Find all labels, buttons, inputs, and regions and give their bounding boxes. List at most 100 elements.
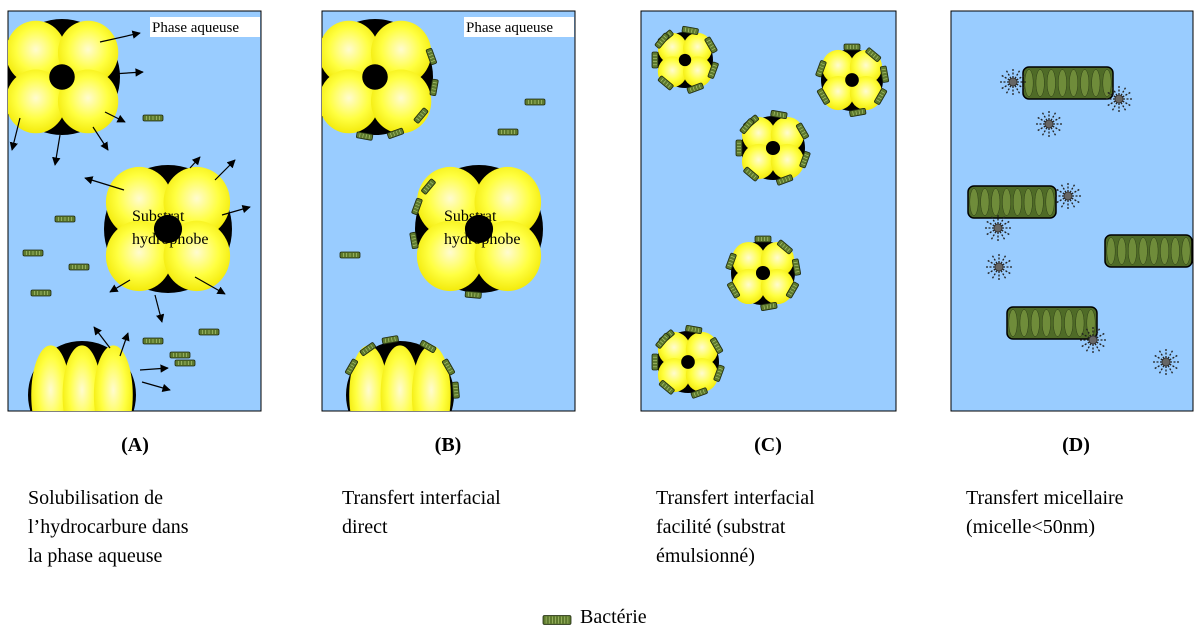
droplet-lobe: [685, 357, 719, 393]
bacterium: [651, 353, 659, 371]
droplet-core: [49, 64, 75, 90]
bacterium: [30, 289, 52, 297]
bacterium: [879, 65, 890, 83]
bacterium: [776, 174, 794, 186]
bacterium: [725, 252, 737, 270]
bacterium: [464, 290, 482, 299]
hydrocarbon-droplet: [346, 341, 454, 411]
bacterium: [359, 342, 376, 356]
bacterium: [497, 128, 519, 136]
caption-line: direct: [342, 516, 388, 538]
bacterium: [381, 335, 399, 345]
panel-a-substrate-label-2: hydrophobe: [132, 231, 208, 248]
panel-c-letter: (C): [754, 434, 782, 456]
droplet-lobe: [349, 345, 389, 411]
bacterium: [451, 381, 460, 399]
bacterium: [655, 332, 670, 349]
droplet-core: [153, 214, 183, 244]
bacterium: [657, 75, 674, 91]
diffusion-arrow: [214, 159, 236, 181]
droplet-lobe: [731, 241, 766, 278]
bacterium: [713, 364, 725, 382]
diffusion-arrow: [154, 294, 165, 323]
bacterium: [68, 263, 90, 271]
bacterium: [22, 249, 44, 257]
diffusion-arrow: [99, 30, 141, 43]
bacterium: [865, 47, 882, 62]
bacterium: [524, 98, 546, 106]
droplet-lobe: [683, 56, 713, 88]
micelle: [1036, 111, 1062, 137]
panel-a-substrate-label-1: Substrat: [132, 208, 185, 225]
droplet-core: [362, 64, 388, 90]
bacterium: [411, 197, 423, 215]
bacterium: [442, 358, 455, 376]
bacterium: [198, 328, 220, 336]
diffusion-arrow: [9, 117, 21, 151]
diffusion-arrow: [92, 126, 109, 151]
caption-line: l’hydrocarbure dans: [28, 516, 189, 538]
bacterium: [743, 166, 759, 182]
diffusion-arrow: [84, 176, 125, 191]
diffusion-arrow: [194, 276, 226, 295]
diffusion-arrow: [111, 68, 144, 77]
droplet-lobe: [380, 345, 420, 411]
caption-line: (micelle<50nm): [966, 516, 1096, 538]
bacterium: [419, 340, 437, 353]
droplet-core: [464, 214, 494, 244]
micelle: [1000, 69, 1026, 95]
bacterium: [770, 110, 788, 120]
bacterium: [54, 215, 76, 223]
bacterium: [651, 51, 659, 69]
bacterium: [739, 118, 755, 134]
bacterium: [690, 387, 708, 399]
panel-d-caption: Transfert micellaire (micelle<50nm): [966, 484, 1124, 542]
bacterium: [685, 324, 703, 335]
bacterium: [735, 139, 743, 157]
bacterium: [849, 107, 867, 118]
droplet-lobe: [770, 116, 805, 153]
panel-c-caption: Transfert interfacial facilité (substrat…: [656, 484, 815, 571]
bacterium: [686, 82, 704, 94]
droplet-lobe: [370, 20, 432, 85]
bacterium: [874, 88, 888, 105]
droplet-lobe: [474, 220, 542, 292]
panel-b-caption: Transfert interfacial direct: [342, 484, 501, 542]
bacterium: [174, 359, 196, 367]
bacterium-cell: [1022, 66, 1114, 100]
bacterium: [654, 32, 670, 49]
droplet-lobe: [416, 220, 484, 292]
bacterium-cell: [1104, 234, 1193, 268]
droplet-lobe: [760, 268, 795, 305]
diffusion-arrow: [109, 279, 131, 293]
droplet-lobe: [770, 143, 805, 180]
droplet-lobe: [685, 331, 719, 367]
droplet-lobe: [821, 49, 855, 85]
bacterium: [754, 235, 772, 243]
caption-line: Transfert interfacial: [342, 487, 501, 509]
caption-line: la phase aqueuse: [28, 545, 163, 567]
droplet-lobe: [411, 345, 451, 411]
micelle: [1153, 349, 1179, 375]
bacterium: [681, 25, 699, 35]
bacterium: [425, 47, 437, 65]
panel-b-substrate-label-1: Substrat: [444, 208, 497, 225]
micelle: [985, 215, 1011, 241]
bacterium: [815, 60, 827, 78]
hydrocarbon-droplet: [731, 241, 795, 305]
bacterium: [785, 281, 799, 299]
bacterium: [421, 178, 436, 195]
droplet-lobe: [57, 20, 119, 85]
panel-b-substrate-label-2: hydrophobe: [444, 231, 520, 248]
bacterium: [727, 281, 741, 299]
bacterium: [345, 358, 358, 376]
panel-d-letter: (D): [1062, 434, 1090, 456]
micelle: [986, 254, 1012, 280]
bacterium: [760, 301, 778, 311]
hydrocarbon-droplet: [8, 19, 120, 135]
diffusion-arrow: [52, 134, 61, 166]
hydrocarbon-droplet: [104, 165, 232, 293]
droplet-lobe: [8, 20, 67, 85]
diffusion-arrow: [189, 156, 201, 169]
hydrocarbon-droplet: [322, 19, 433, 135]
